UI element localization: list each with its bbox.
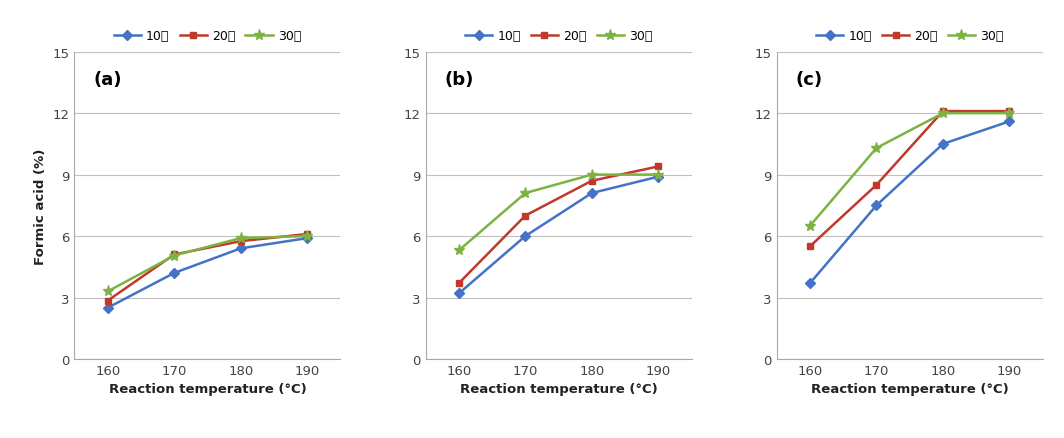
- X-axis label: Reaction temperature (°C): Reaction temperature (°C): [109, 382, 306, 396]
- 30분: [168, 253, 181, 258]
- 30분: [936, 111, 949, 117]
- 10분: [652, 175, 665, 180]
- 20분: [168, 252, 181, 258]
- 10분: [870, 203, 883, 208]
- 30분: [652, 173, 665, 178]
- 20분: [1003, 109, 1016, 114]
- 10분: [519, 234, 532, 239]
- Line: 10분: 10분: [455, 174, 662, 297]
- 10분: [936, 142, 949, 147]
- 30분: [1003, 111, 1016, 117]
- 30분: [585, 173, 598, 178]
- 10분: [101, 305, 114, 311]
- 30분: [301, 234, 314, 239]
- Text: (b): (b): [444, 71, 473, 89]
- 20분: [234, 239, 247, 244]
- Line: 20분: 20분: [104, 231, 311, 304]
- 20분: [803, 244, 816, 249]
- Text: (c): (c): [795, 71, 822, 89]
- 10분: [803, 281, 816, 286]
- Y-axis label: Formic acid (%): Formic acid (%): [34, 148, 47, 264]
- Line: 30분: 30분: [102, 231, 313, 297]
- 20분: [301, 232, 314, 237]
- 20분: [652, 164, 665, 170]
- Line: 30분: 30분: [453, 170, 664, 256]
- 20분: [870, 183, 883, 188]
- 10분: [1003, 120, 1016, 125]
- Line: 30분: 30분: [804, 108, 1015, 232]
- Line: 10분: 10분: [104, 235, 311, 311]
- Legend: 10분, 20분, 30분: 10분, 20분, 30분: [465, 30, 652, 43]
- 20분: [936, 109, 949, 114]
- 20분: [585, 179, 598, 184]
- 30분: [519, 191, 532, 196]
- 30분: [803, 224, 816, 229]
- 10분: [585, 191, 598, 196]
- Line: 20분: 20분: [807, 108, 1013, 250]
- Legend: 10분, 20분, 30분: 10분, 20분, 30분: [114, 30, 301, 43]
- Text: (a): (a): [94, 71, 121, 89]
- 30분: [870, 146, 883, 151]
- 20분: [101, 298, 114, 304]
- Line: 10분: 10분: [807, 119, 1013, 287]
- 30분: [101, 289, 114, 294]
- X-axis label: Reaction temperature (°C): Reaction temperature (°C): [460, 382, 658, 396]
- Legend: 10분, 20분, 30분: 10분, 20분, 30분: [816, 30, 1003, 43]
- Line: 20분: 20분: [455, 163, 662, 287]
- 30분: [452, 248, 465, 254]
- 10분: [168, 271, 181, 276]
- 10분: [452, 291, 465, 297]
- X-axis label: Reaction temperature (°C): Reaction temperature (°C): [811, 382, 1009, 396]
- 10분: [301, 236, 314, 241]
- 20분: [519, 213, 532, 219]
- 30분: [234, 236, 247, 241]
- 10분: [234, 246, 247, 251]
- 20분: [452, 281, 465, 286]
